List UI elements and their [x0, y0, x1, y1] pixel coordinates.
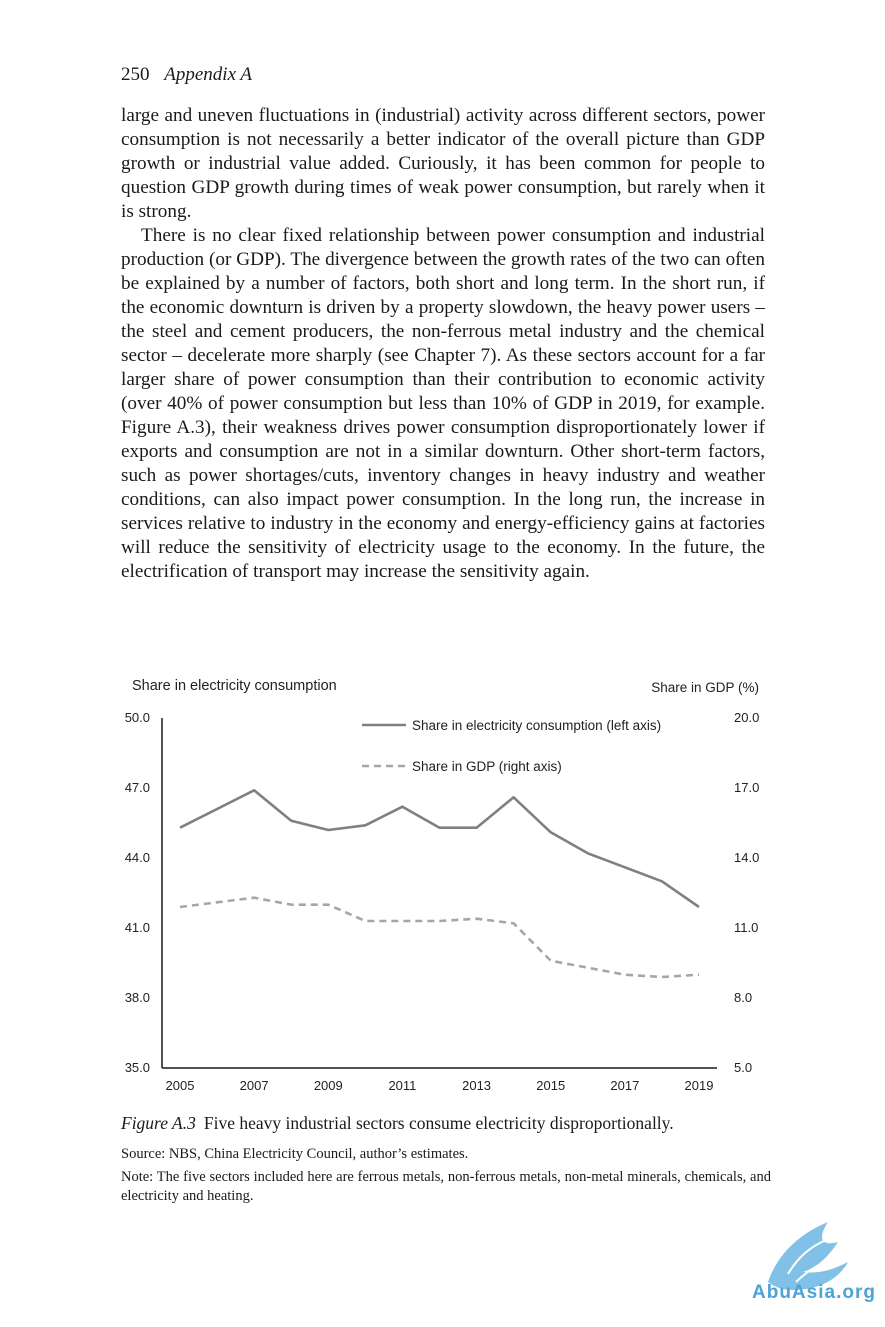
- left-tick-label: 35.0: [125, 1060, 150, 1075]
- left-tick-label: 44.0: [125, 850, 150, 865]
- left-tick-label: 41.0: [125, 920, 150, 935]
- figure-caption-text: Five heavy industrial sectors consume el…: [203, 1113, 674, 1133]
- legend-label: Share in GDP (right axis): [412, 759, 562, 774]
- left-tick-label: 38.0: [125, 990, 150, 1005]
- electricity-share-line: [179, 789, 700, 909]
- left-tick-label: 47.0: [125, 780, 150, 795]
- chart-legend: Share in electricity consumption (left a…: [362, 718, 661, 774]
- x-tick-label: 2019: [685, 1078, 714, 1093]
- right-tick-label: 20.0: [734, 710, 759, 725]
- line-chart: Share in electricity consumption Share in…: [125, 678, 760, 1093]
- right-tick-label: 5.0: [734, 1060, 752, 1075]
- chart-series: [179, 789, 700, 979]
- watermark-text: AbuAsia.org: [752, 1282, 876, 1303]
- figure-caption: Figure A.3 Five heavy industrial sectors …: [121, 1113, 771, 1134]
- page-number: 250: [121, 64, 150, 85]
- right-tick-label: 14.0: [734, 850, 759, 865]
- x-tick-label: 2015: [536, 1078, 565, 1093]
- x-tick-label: 2017: [610, 1078, 639, 1093]
- x-tick-label: 2007: [240, 1078, 269, 1093]
- x-tick-label: 2013: [462, 1078, 491, 1093]
- x-tick-label: 2009: [314, 1078, 343, 1093]
- right-axis-title: Share in GDP (%): [651, 680, 759, 695]
- x-tick-label: 2011: [388, 1078, 416, 1093]
- figure-label: Figure A.3: [121, 1113, 196, 1133]
- right-tick-label: 8.0: [734, 990, 752, 1005]
- bird-logo-icon: [768, 1222, 848, 1290]
- section-title: Appendix A: [164, 64, 253, 85]
- figure-source: Source: NBS, China Electricity Council, …: [121, 1146, 469, 1162]
- right-tick-label: 11.0: [734, 920, 758, 935]
- x-tick-label: 2005: [166, 1078, 195, 1093]
- running-header: 250 Appendix A: [121, 64, 252, 86]
- chart-axes: Share in electricity consumption Share in…: [125, 678, 760, 1093]
- gdp-share-line: [179, 896, 700, 979]
- legend-label: Share in electricity consumption (left a…: [412, 718, 661, 733]
- body-text: large and uneven fluctuations in (indust…: [121, 104, 765, 584]
- figure-note: Note: The five sectors included here are…: [121, 1169, 771, 1204]
- paragraph: There is no clear fixed relationship bet…: [121, 225, 765, 582]
- left-tick-label: 50.0: [125, 710, 150, 725]
- right-tick-label: 17.0: [734, 780, 759, 795]
- paragraph: large and uneven fluctuations in (indust…: [121, 105, 765, 222]
- left-axis-title: Share in electricity consumption: [132, 678, 337, 694]
